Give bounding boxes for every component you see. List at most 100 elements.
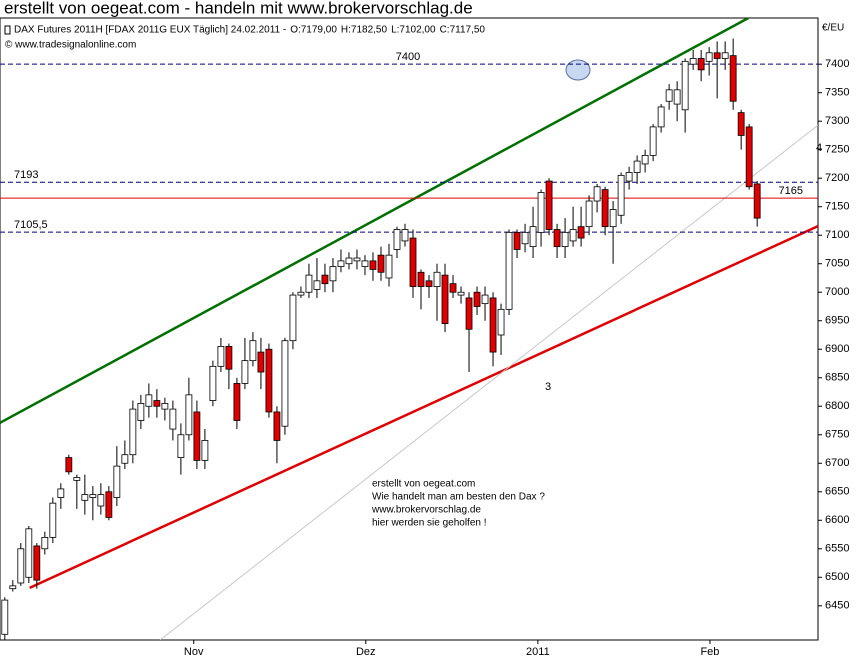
y-tick-label: 7350 bbox=[825, 87, 849, 99]
y-tick-label: 7300 bbox=[825, 115, 849, 127]
x-tick-label: Feb bbox=[700, 646, 719, 658]
marker-ellipse bbox=[565, 59, 591, 81]
candle-body bbox=[753, 183, 761, 219]
candle-body bbox=[257, 351, 265, 373]
candle-body bbox=[609, 209, 617, 228]
annotation-line: Wie handelt man am besten den Dax ? bbox=[372, 492, 545, 503]
candle-body bbox=[721, 52, 729, 59]
candle-body bbox=[265, 348, 273, 413]
candle-body bbox=[89, 494, 97, 498]
level-label: 7193 bbox=[14, 169, 38, 181]
candle-body bbox=[1, 599, 9, 635]
y-tick-label: 6700 bbox=[825, 457, 849, 469]
candle-body bbox=[521, 231, 529, 245]
candle-body bbox=[745, 126, 753, 188]
candle-body bbox=[81, 494, 89, 501]
annotation-line: www.brokervorschlag.de bbox=[371, 505, 481, 516]
candle-body bbox=[377, 254, 385, 273]
candle-body bbox=[169, 408, 177, 430]
candle-body bbox=[689, 58, 697, 65]
candle-body bbox=[441, 274, 449, 324]
candle-body bbox=[497, 308, 505, 336]
candle-body bbox=[289, 294, 297, 342]
candle-body bbox=[697, 58, 705, 71]
quote-value: L:7102,00 bbox=[391, 25, 436, 36]
candle-body bbox=[145, 394, 153, 407]
candle-body bbox=[425, 280, 433, 287]
candle-body bbox=[633, 160, 641, 173]
candle-body bbox=[369, 260, 377, 270]
candle-body bbox=[417, 271, 425, 287]
quote-value: H:7182,50 bbox=[341, 25, 388, 36]
candle-body bbox=[569, 229, 577, 242]
candle-body bbox=[561, 231, 569, 248]
candle-body bbox=[657, 106, 665, 128]
y-tick-label: 6650 bbox=[825, 486, 849, 498]
candle-body bbox=[329, 266, 337, 282]
candle-body bbox=[465, 297, 473, 330]
level-label: 7105,5 bbox=[14, 219, 48, 231]
candle-body bbox=[73, 477, 81, 481]
quote-value: O:7179,00 bbox=[290, 25, 337, 36]
candle-body bbox=[401, 229, 409, 242]
unit: €/EU bbox=[822, 23, 844, 34]
y-tick-label: 6800 bbox=[825, 400, 849, 412]
y-tick-label: 6900 bbox=[825, 343, 849, 355]
x-tick-label: Dez bbox=[356, 646, 376, 658]
candle-body bbox=[281, 340, 289, 427]
y-tick-label: 7400 bbox=[825, 58, 849, 70]
candle-body bbox=[513, 231, 521, 250]
candle-body bbox=[153, 400, 161, 407]
candle-body bbox=[25, 528, 33, 578]
candle-body bbox=[393, 229, 401, 250]
y-tick-label: 6600 bbox=[825, 514, 849, 526]
plot-frame bbox=[0, 17, 819, 641]
candle-body bbox=[241, 360, 249, 384]
candle-body bbox=[9, 585, 17, 590]
candle-body bbox=[737, 112, 745, 136]
candle-body bbox=[113, 465, 121, 498]
y-tick-label: 6500 bbox=[825, 571, 849, 583]
candle-body bbox=[65, 457, 73, 473]
annotation-line: erstellt von oegeat.com bbox=[372, 479, 475, 490]
y-tick-label: 6850 bbox=[825, 372, 849, 384]
candle-body bbox=[17, 548, 25, 584]
candle-body bbox=[177, 434, 185, 458]
candle-body bbox=[233, 383, 241, 421]
candle-body bbox=[249, 340, 257, 362]
candle-body bbox=[449, 283, 457, 293]
y-tick-label: 7150 bbox=[825, 201, 849, 213]
candle-body bbox=[705, 52, 713, 62]
candle-body bbox=[625, 172, 633, 182]
candle-body bbox=[673, 89, 681, 105]
note: 4 bbox=[816, 142, 822, 154]
candle-body bbox=[665, 89, 673, 102]
candle-body bbox=[129, 408, 137, 456]
candle-body bbox=[641, 154, 649, 165]
quote-value: C:7117,50 bbox=[440, 25, 486, 36]
y-tick-label: 7100 bbox=[825, 229, 849, 241]
candle-body bbox=[433, 271, 441, 287]
level-label: 7400 bbox=[396, 51, 420, 63]
candle-body bbox=[209, 365, 217, 401]
candle-body bbox=[537, 192, 545, 233]
candle-body bbox=[97, 494, 105, 507]
level-label: 7165 bbox=[779, 185, 803, 197]
candle-body bbox=[225, 345, 233, 370]
candle-body bbox=[273, 411, 281, 441]
x-tick-label: Nov bbox=[184, 646, 204, 658]
candle-body bbox=[161, 403, 169, 410]
trend-line bbox=[0, 18, 749, 424]
candle-body bbox=[617, 174, 625, 216]
candle-body bbox=[33, 545, 41, 581]
candle-body bbox=[385, 254, 393, 279]
candle-body bbox=[505, 231, 513, 310]
candle-body bbox=[601, 189, 609, 228]
candle-body bbox=[217, 345, 225, 367]
candle-body bbox=[137, 403, 145, 421]
candle-body bbox=[457, 291, 465, 296]
candle-body bbox=[297, 291, 305, 296]
candle-body bbox=[121, 454, 129, 464]
y-tick-label: 6450 bbox=[825, 600, 849, 612]
